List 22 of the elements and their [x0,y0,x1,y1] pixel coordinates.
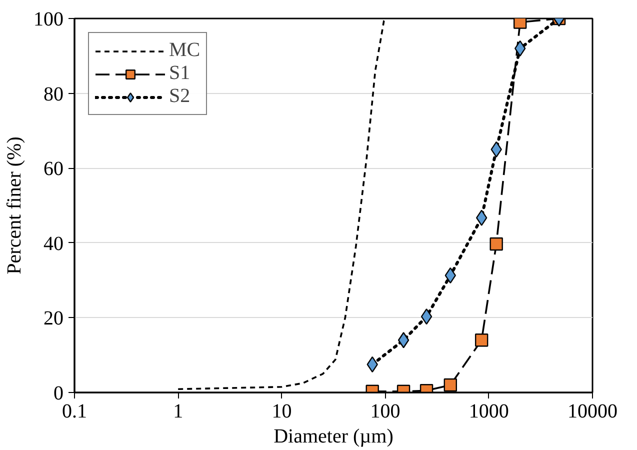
x-tick-label: 1000 [468,400,509,422]
point [514,40,526,57]
x-tick-label: 100 [370,400,400,422]
y-tick-label: 0 [54,382,64,404]
x-tick-label: 10 [272,400,292,422]
point [398,332,410,348]
y-axis-title: Percent finer (%) [4,136,26,274]
point [444,378,457,392]
x-tick-label: 10000 [568,400,618,422]
y-tick-label: 80 [44,83,64,106]
y-tick-label: 20 [44,308,64,330]
y-tick-label: 40 [44,232,64,255]
legend-label: S1 [169,62,190,85]
legend-label: S2 [169,85,190,108]
x-axis-title: Diameter (µm) [274,426,394,448]
x-tick-label: 0.1 [62,400,87,422]
point [420,308,432,325]
y-tick-label: 60 [44,158,64,180]
legend-label: MC [169,39,200,62]
point [490,237,503,251]
x-tick-label: 1 [173,400,184,422]
y-tick-label: 100 [34,8,64,30]
